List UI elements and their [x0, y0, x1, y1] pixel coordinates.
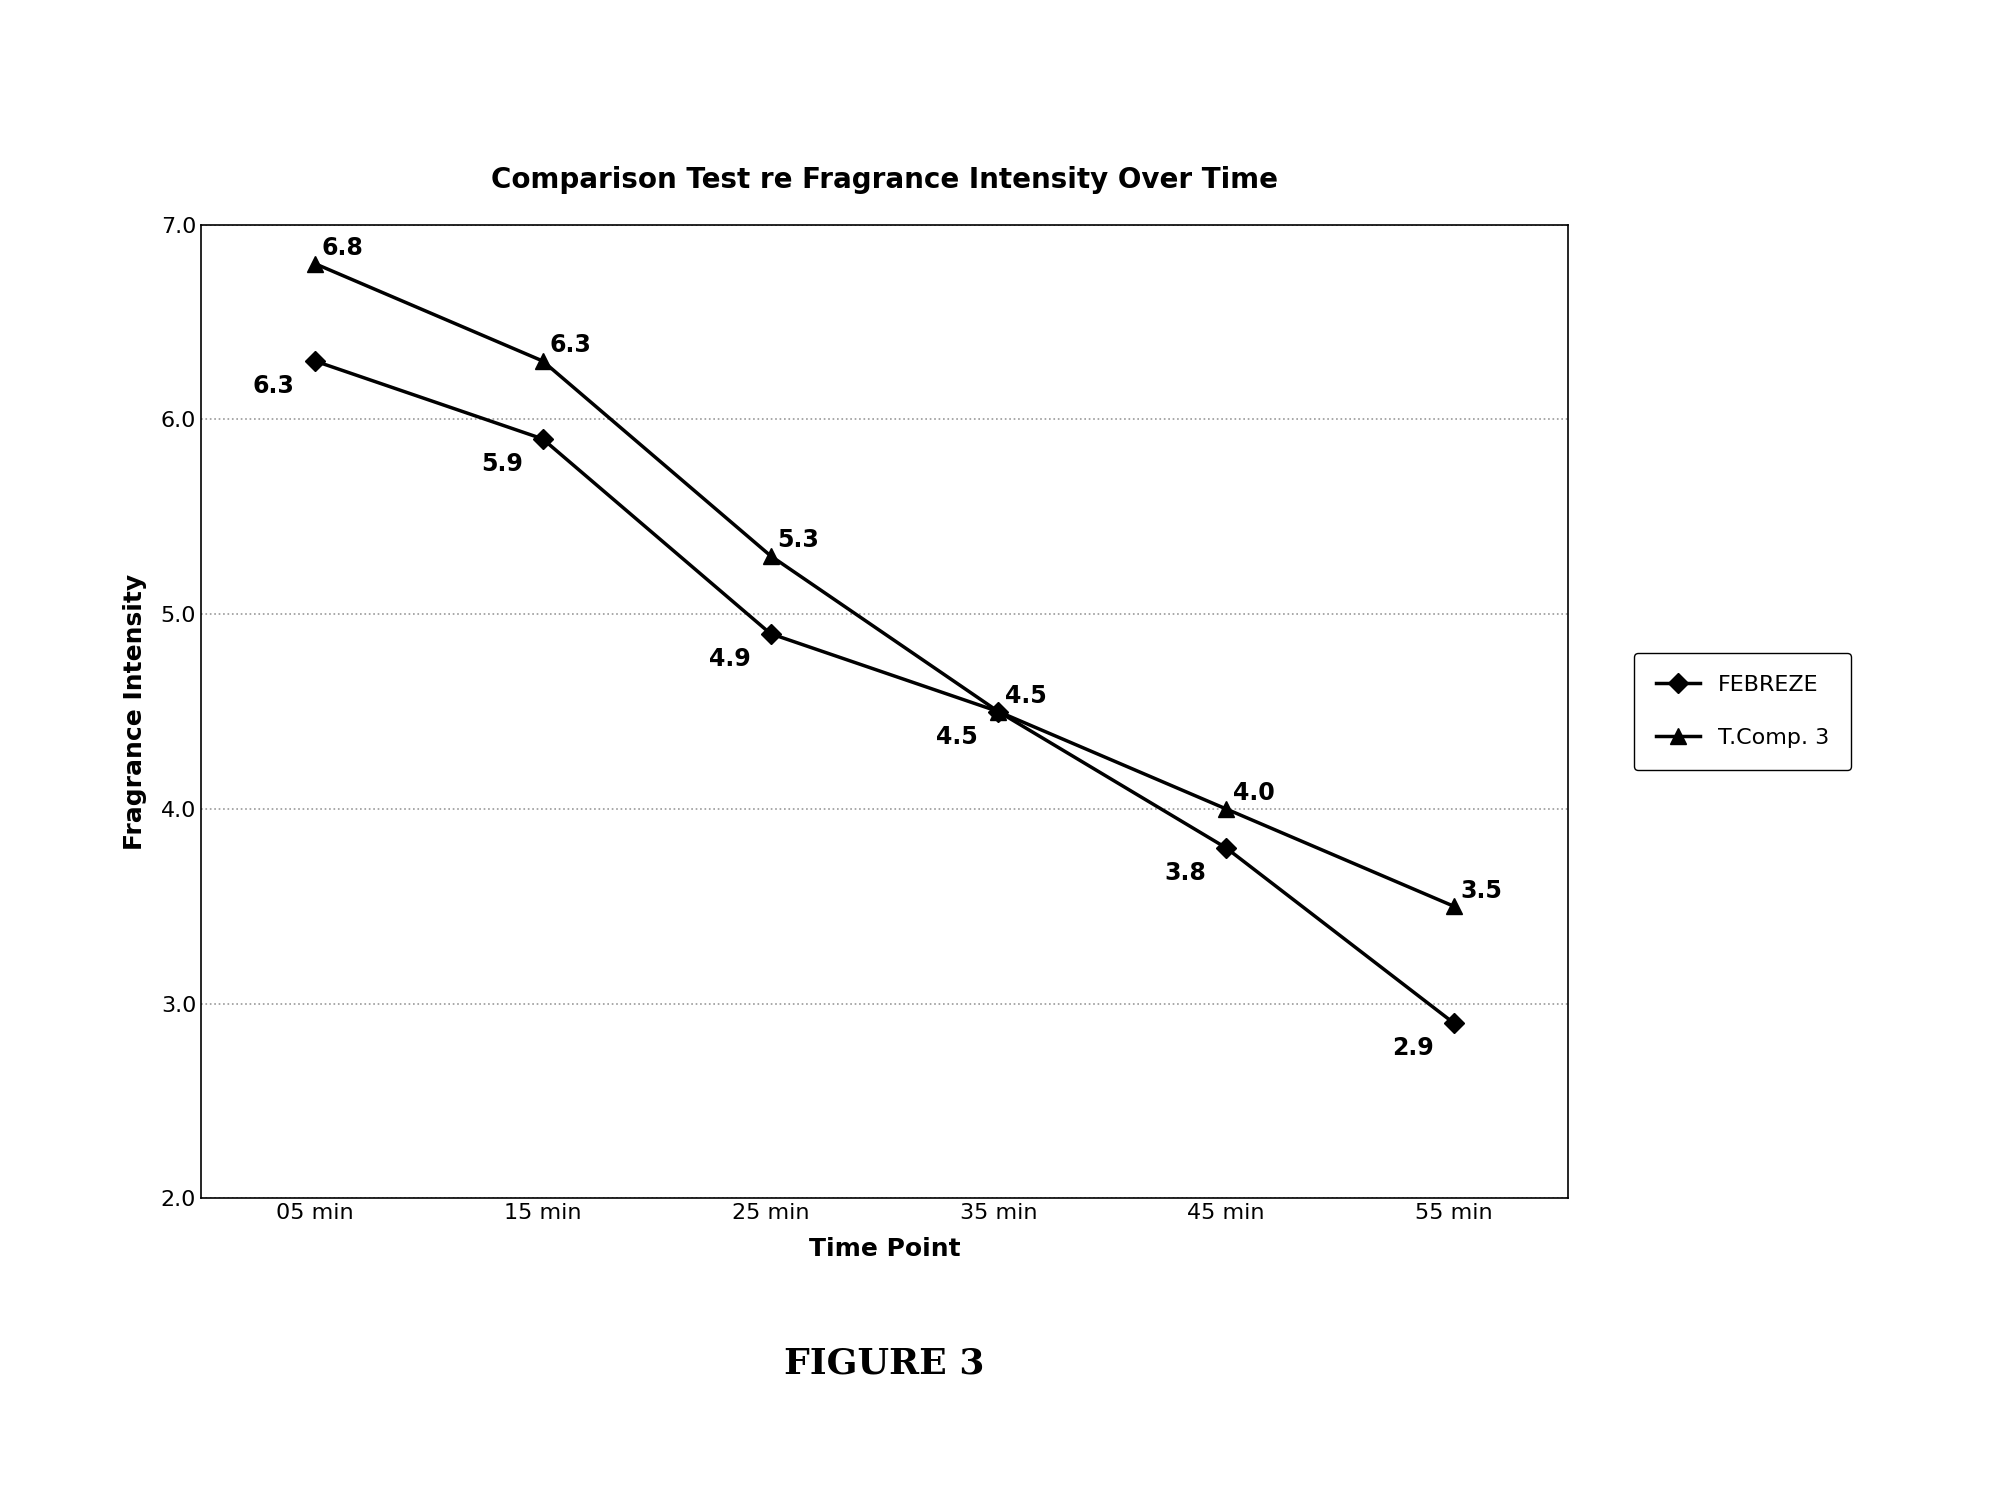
Text: 6.3: 6.3 [549, 334, 591, 358]
FEBREZE [531, 430, 555, 448]
Text: 6.8: 6.8 [322, 237, 364, 261]
FEBREZE [1441, 1014, 1465, 1032]
T.Comp. 3 [758, 547, 782, 565]
Text: FIGURE 3: FIGURE 3 [784, 1347, 985, 1380]
Y-axis label: Fragrance Intensity: Fragrance Intensity [123, 574, 147, 849]
Text: 4.0: 4.0 [1232, 782, 1274, 806]
Text: 5.3: 5.3 [778, 529, 818, 553]
Text: 3.8: 3.8 [1164, 861, 1206, 885]
Text: 2.9: 2.9 [1393, 1037, 1433, 1061]
T.Comp. 3 [1214, 800, 1238, 818]
FEBREZE [1214, 839, 1238, 857]
Text: 4.5: 4.5 [1005, 685, 1047, 709]
T.Comp. 3 [1441, 897, 1465, 915]
Text: 4.5: 4.5 [937, 725, 979, 749]
Legend: FEBREZE, T.Comp. 3: FEBREZE, T.Comp. 3 [1634, 653, 1851, 770]
T.Comp. 3 [531, 352, 555, 370]
Line: FEBREZE: FEBREZE [308, 354, 1461, 1031]
Text: 5.9: 5.9 [480, 452, 523, 476]
Text: 6.3: 6.3 [253, 374, 295, 398]
FEBREZE [304, 352, 328, 370]
T.Comp. 3 [987, 703, 1011, 721]
Line: T.Comp. 3: T.Comp. 3 [308, 256, 1461, 914]
Text: 4.9: 4.9 [710, 647, 750, 671]
X-axis label: Time Point: Time Point [808, 1237, 961, 1261]
Text: Comparison Test re Fragrance Intensity Over Time: Comparison Test re Fragrance Intensity O… [490, 166, 1278, 193]
FEBREZE [987, 703, 1011, 721]
Text: 3.5: 3.5 [1461, 879, 1501, 903]
T.Comp. 3 [304, 255, 328, 273]
FEBREZE [758, 625, 782, 643]
